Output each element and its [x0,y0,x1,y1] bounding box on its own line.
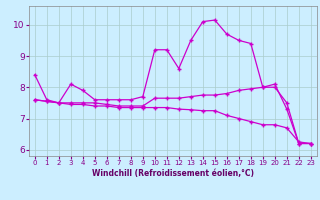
X-axis label: Windchill (Refroidissement éolien,°C): Windchill (Refroidissement éolien,°C) [92,169,254,178]
